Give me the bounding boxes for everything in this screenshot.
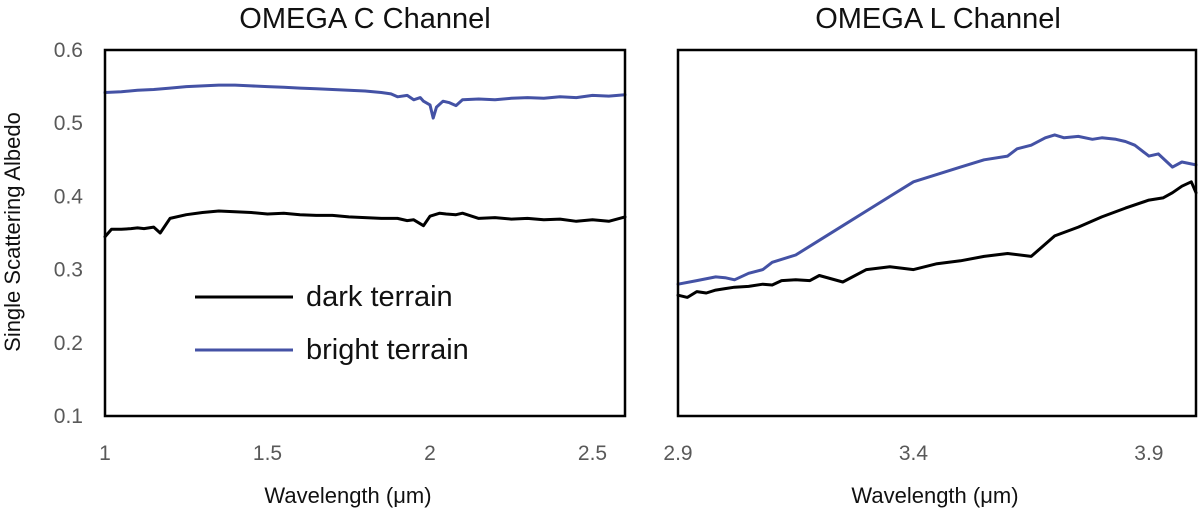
x-axis-label-c: Wavelength (μm) xyxy=(264,483,431,508)
y-tick-label: 0.5 xyxy=(54,112,83,135)
x-axis-label-l: Wavelength (μm) xyxy=(851,483,1018,508)
x-tick-label: 1.5 xyxy=(253,442,282,465)
x-tick-label: 3.9 xyxy=(1134,442,1163,465)
chart-title-c: OMEGA C Channel xyxy=(239,3,490,35)
series-line-dark-terrain xyxy=(103,209,627,239)
x-tick-label: 2.9 xyxy=(663,442,692,465)
x-tick-label: 2.5 xyxy=(578,442,607,465)
y-axis-label: Single Scattering Albedo xyxy=(0,112,25,352)
plot-frame-c xyxy=(103,48,627,418)
plot-frame-l xyxy=(676,48,1198,418)
series-line-bright-terrain xyxy=(676,133,1198,286)
y-tick-label: 0.4 xyxy=(54,185,84,208)
y-tick-labels-c: 0.1 0.2 0.3 0.4 0.5 0.6 xyxy=(54,39,84,428)
series-lines-l xyxy=(676,133,1198,299)
x-tick-label: 1 xyxy=(99,442,111,465)
x-tick-labels-c: 1 1.5 2 2.5 xyxy=(99,442,607,465)
series-lines-c xyxy=(103,83,627,239)
chart-panel-c-channel: OMEGA C Channel 0.1 0.2 0.3 0.4 0.5 0.6 1 1.5 2… xyxy=(54,3,627,508)
series-line-bright-terrain xyxy=(103,83,627,120)
x-tick-label: 2 xyxy=(424,442,436,465)
chart-title-l: OMEGA L Channel xyxy=(815,3,1061,35)
series-line-dark-terrain xyxy=(676,180,1198,299)
chart-panel-l-channel: OMEGA L Channel 2.9 3.4 3.9 Wavelength (μm… xyxy=(663,3,1198,508)
legend-label-bright: bright terrain xyxy=(306,334,469,366)
y-tick-label: 0.2 xyxy=(54,332,83,355)
legend-label-dark: dark terrain xyxy=(306,281,453,313)
y-tick-label: 0.3 xyxy=(54,259,83,282)
y-tick-label: 0.1 xyxy=(54,405,83,428)
y-tick-label: 0.6 xyxy=(54,39,83,62)
x-tick-labels-l: 2.9 3.4 3.9 xyxy=(663,442,1163,465)
legend: dark terrain bright terrain xyxy=(195,281,469,366)
x-tick-label: 3.4 xyxy=(899,442,929,465)
